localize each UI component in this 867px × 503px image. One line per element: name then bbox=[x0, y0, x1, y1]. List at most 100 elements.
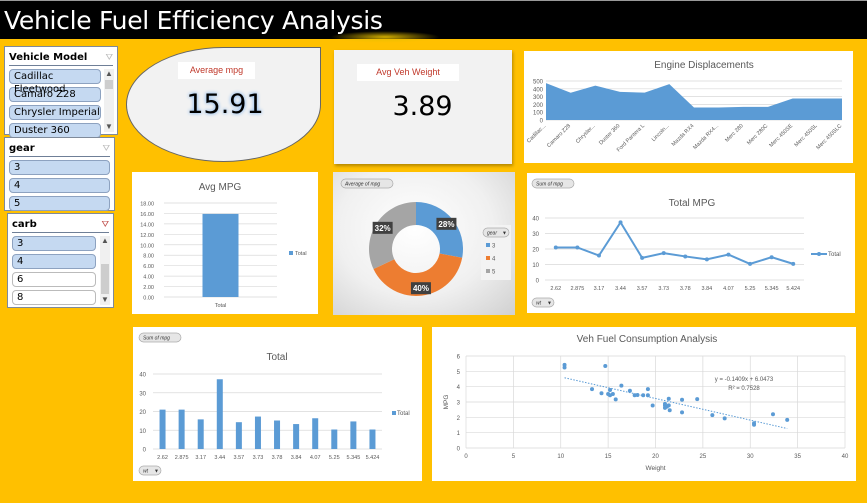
bar bbox=[331, 429, 338, 449]
x-tick-label: Lincoln... bbox=[651, 123, 671, 143]
scatter-point bbox=[619, 383, 624, 388]
line-point bbox=[640, 255, 645, 260]
x-tick-label: Merc 450SLC bbox=[815, 123, 843, 151]
data-label-box bbox=[410, 282, 431, 295]
slicer-item[interactable]: 6 bbox=[12, 272, 96, 287]
donut-slice bbox=[373, 253, 463, 296]
data-label-box bbox=[436, 217, 457, 230]
slicer-header: carb ⛛ bbox=[12, 216, 109, 233]
scatter-point bbox=[752, 422, 757, 427]
bar bbox=[274, 420, 281, 449]
clear-filter-icon[interactable]: ⛛ bbox=[102, 142, 110, 153]
field-button bbox=[531, 178, 575, 189]
trendline-equation: y = -0.1409x + 6.0473 bbox=[715, 377, 774, 383]
slicer-vehicle-model: Vehicle Model ⛛ Cadillac Fleetwood Camar… bbox=[4, 46, 118, 138]
slicer-item[interactable]: 5 bbox=[9, 196, 110, 211]
x-tick-label: 3.17 bbox=[594, 286, 605, 292]
x-tick-label: Merc 280C bbox=[746, 123, 769, 146]
chart-title: Avg MPG bbox=[199, 182, 242, 193]
x-tick-label: 3.44 bbox=[615, 286, 626, 292]
x-tick-label: Chrysler... bbox=[575, 123, 597, 145]
x-tick-label: 3.84 bbox=[291, 455, 302, 461]
x-tick-label: 0 bbox=[464, 454, 468, 460]
x-tick-label: 5.424 bbox=[786, 286, 800, 292]
scroll-down-icon[interactable]: ▼ bbox=[101, 295, 109, 304]
donut-chart: Average of mpg 28% 40% 32% gear ▼ 3 4 5 bbox=[340, 178, 511, 296]
y-tick-label: 10 bbox=[139, 429, 146, 435]
field-button-label: Average of mpg bbox=[344, 182, 380, 188]
y-tick-label: 14.00 bbox=[140, 222, 154, 228]
slicer-item[interactable]: 8 bbox=[12, 290, 96, 305]
slicer-item[interactable]: Chrysler Imperial bbox=[9, 105, 101, 120]
slicer-item[interactable]: Camaro Z28 bbox=[9, 87, 101, 102]
line-point bbox=[791, 261, 796, 266]
x-tick-label: 35 bbox=[794, 454, 801, 460]
kpi-value: 3.89 bbox=[392, 91, 453, 122]
slicer-scrollbar[interactable]: ▲ ▼ bbox=[104, 69, 114, 132]
slicer-carb: carb ⛛ 3 4 6 8 ▲ ▼ bbox=[7, 213, 114, 308]
x-tick-label: Mazda RX4... bbox=[692, 123, 720, 151]
y-tick-label: 6 bbox=[457, 355, 461, 361]
legend-label: 5 bbox=[492, 270, 496, 276]
bar bbox=[293, 424, 300, 449]
x-tick-label: 3.78 bbox=[272, 455, 283, 461]
scatter-point bbox=[785, 417, 790, 422]
dashboard-title: Vehicle Fuel Efficiency Analysis bbox=[4, 6, 383, 35]
y-tick-label: 0 bbox=[536, 279, 540, 285]
y-tick-label: 0 bbox=[143, 448, 147, 454]
scroll-up-icon[interactable]: ▲ bbox=[101, 236, 109, 245]
scroll-up-icon[interactable]: ▲ bbox=[105, 69, 113, 78]
y-tick-label: 8.00 bbox=[143, 254, 154, 260]
scroll-thumb[interactable] bbox=[101, 264, 109, 294]
slicer-header: Vehicle Model ⛛ bbox=[9, 49, 113, 66]
bar bbox=[350, 421, 357, 449]
scatter-point bbox=[770, 412, 775, 417]
bar-chart: Avg MPG 0.00 2.00 4.00 6.00 8.00 10.00 12.00 14.… bbox=[140, 182, 306, 309]
clear-filter-icon[interactable]: ⛛ bbox=[105, 51, 113, 62]
kpi-label: Average mpg bbox=[178, 62, 255, 79]
x-tick-label: Merc 280 bbox=[724, 123, 744, 143]
slicer-item[interactable]: 3 bbox=[9, 160, 110, 175]
y-tick-label: 400 bbox=[533, 87, 544, 93]
line-point bbox=[618, 220, 623, 225]
x-axis-label: Weight bbox=[645, 465, 665, 472]
y-tick-label: 300 bbox=[533, 95, 544, 101]
y-tick-label: 10 bbox=[532, 263, 539, 269]
field-button bbox=[482, 227, 510, 238]
slicer-header: gear ⛛ bbox=[9, 140, 110, 157]
y-tick-label: 3 bbox=[457, 401, 461, 407]
clear-filter-icon[interactable]: ⛛ bbox=[101, 218, 109, 229]
x-tick-label: 5.345 bbox=[765, 286, 779, 292]
y-tick-label: 6.00 bbox=[143, 264, 154, 270]
title-glow bbox=[330, 31, 440, 43]
slicer-item[interactable]: 4 bbox=[12, 254, 96, 269]
bar bbox=[197, 419, 204, 449]
bar bbox=[178, 409, 185, 449]
line-point bbox=[575, 245, 580, 250]
x-tick-label: 30 bbox=[747, 454, 754, 460]
bar bbox=[369, 429, 376, 449]
x-tick-label: 3.57 bbox=[637, 286, 648, 292]
x-tick-label: 4.07 bbox=[310, 455, 321, 461]
y-tick-label: 20 bbox=[139, 410, 146, 416]
legend-label: 3 bbox=[492, 244, 496, 250]
y-tick-label: 5 bbox=[457, 370, 461, 376]
slicer-scrollbar[interactable]: ▲ ▼ bbox=[100, 236, 110, 305]
scatter-point bbox=[710, 413, 715, 418]
scroll-down-icon[interactable]: ▼ bbox=[105, 122, 113, 131]
slicer-item[interactable]: 4 bbox=[9, 178, 110, 193]
slicer-item[interactable]: 3 bbox=[12, 236, 96, 251]
line-point bbox=[553, 245, 558, 250]
slicer-title: Vehicle Model bbox=[9, 51, 88, 63]
scatter-point bbox=[680, 410, 685, 415]
slicer-item[interactable]: Duster 360 bbox=[9, 123, 101, 138]
x-tick-label: 3.73 bbox=[253, 455, 264, 461]
slicer-item[interactable]: Cadillac Fleetwood bbox=[9, 69, 101, 95]
legend-marker bbox=[817, 252, 821, 256]
scroll-thumb[interactable] bbox=[105, 80, 113, 89]
y-tick-label: 1 bbox=[457, 431, 461, 437]
bar bbox=[312, 418, 319, 449]
dropdown-icon: ▼ bbox=[502, 231, 507, 237]
legend-swatch bbox=[486, 256, 490, 260]
x-tick-label: 2.62 bbox=[157, 455, 168, 461]
